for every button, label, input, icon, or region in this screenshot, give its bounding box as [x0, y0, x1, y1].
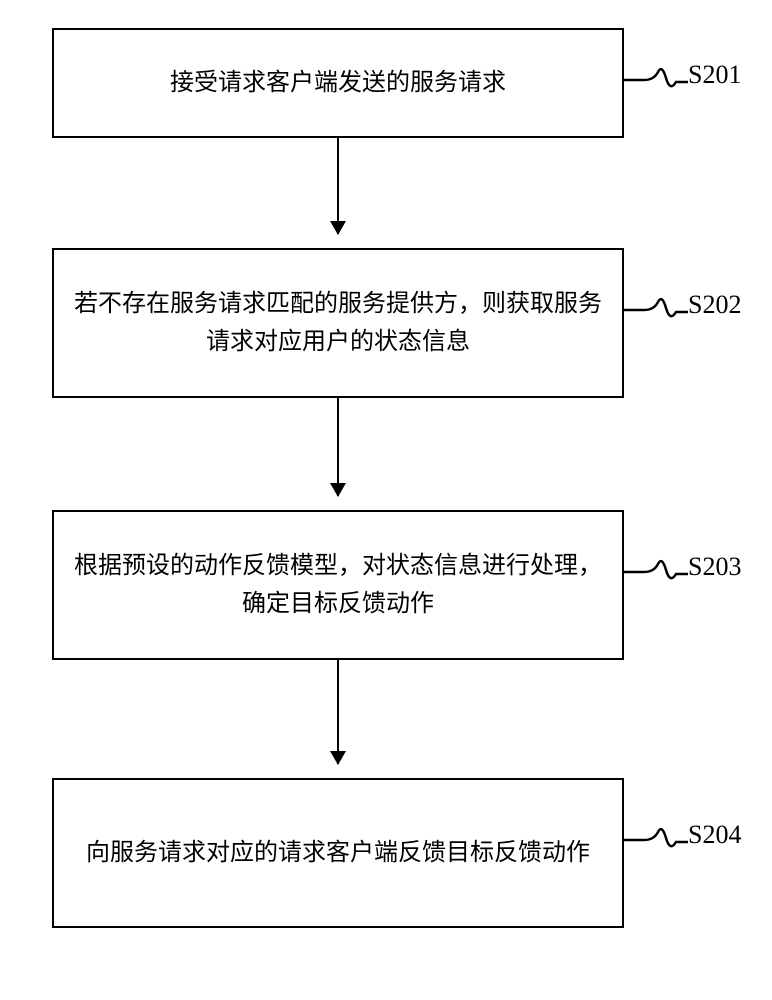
- squiggle-connector: [624, 60, 688, 100]
- step-label-s202: S202: [688, 290, 741, 320]
- step-label-s201: S201: [688, 60, 741, 90]
- flow-arrow: [337, 398, 339, 496]
- step-text: 根据预设的动作反馈模型，对状态信息进行处理，确定目标反馈动作: [74, 547, 602, 624]
- step-label-s203: S203: [688, 552, 741, 582]
- squiggle-connector: [624, 290, 688, 330]
- flow-arrow: [337, 660, 339, 764]
- step-box-s202: 若不存在服务请求匹配的服务提供方，则获取服务请求对应用户的状态信息: [52, 248, 624, 398]
- step-box-s201: 接受请求客户端发送的服务请求: [52, 28, 624, 138]
- step-text: 向服务请求对应的请求客户端反馈目标反馈动作: [86, 834, 590, 872]
- step-label-s204: S204: [688, 820, 741, 850]
- step-text: 接受请求客户端发送的服务请求: [170, 64, 506, 102]
- step-box-s203: 根据预设的动作反馈模型，对状态信息进行处理，确定目标反馈动作: [52, 510, 624, 660]
- squiggle-connector: [624, 820, 688, 860]
- flow-arrow: [337, 138, 339, 234]
- step-text: 若不存在服务请求匹配的服务提供方，则获取服务请求对应用户的状态信息: [74, 285, 602, 362]
- flowchart-container: 接受请求客户端发送的服务请求 S201 若不存在服务请求匹配的服务提供方，则获取…: [0, 0, 772, 1000]
- step-box-s204: 向服务请求对应的请求客户端反馈目标反馈动作: [52, 778, 624, 928]
- squiggle-connector: [624, 552, 688, 592]
